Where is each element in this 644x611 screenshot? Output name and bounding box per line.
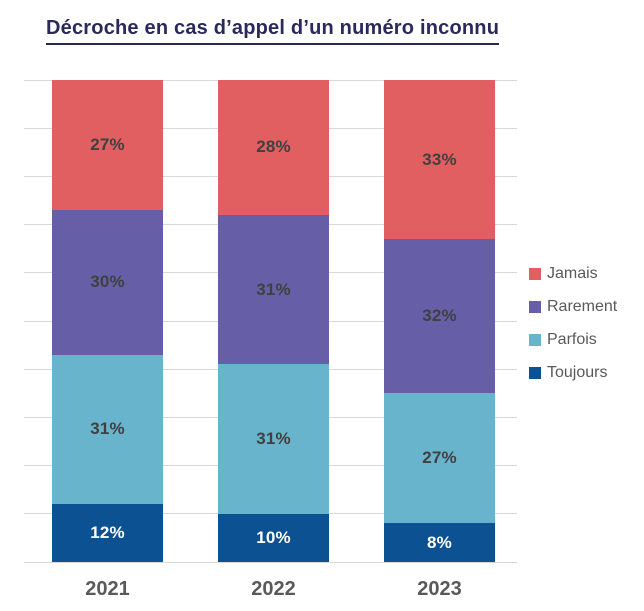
bar-segment-jamais-2023: 33% — [384, 80, 495, 240]
bar-2022: 28% 31% 31% 10% — [218, 80, 329, 562]
segment-value-label: 31% — [90, 419, 125, 439]
segment-value-label: 12% — [90, 523, 125, 543]
gridline — [24, 561, 517, 563]
bar-segment-toujours-2022: 10% — [218, 513, 329, 562]
legend-item-parfois: Parfois — [529, 331, 617, 348]
segment-value-label: 10% — [256, 527, 291, 547]
bar-segment-rarement-2022: 31% — [218, 214, 329, 365]
legend-label: Rarement — [547, 298, 618, 315]
legend-label: Toujours — [547, 364, 608, 381]
bar-segment-toujours-2023: 8% — [384, 523, 495, 562]
legend-item-toujours: Toujours — [529, 364, 617, 381]
legend-label: Jamais — [547, 265, 598, 282]
legend-item-rarement: Rarement — [529, 298, 618, 315]
segment-value-label: 27% — [90, 135, 125, 155]
legend-label: Parfois — [547, 331, 597, 348]
segment-value-label: 30% — [90, 272, 125, 292]
legend-swatch-icon — [529, 367, 541, 379]
segment-value-label: 31% — [256, 279, 291, 299]
segment-value-label: 31% — [256, 429, 291, 449]
legend-item-jamais: Jamais — [529, 265, 617, 282]
bar-segment-parfois-2022: 31% — [218, 364, 329, 514]
x-axis-label-2023: 2023 — [417, 578, 462, 600]
x-axis-label-2021: 2021 — [85, 578, 130, 600]
legend-swatch-icon — [529, 301, 541, 313]
segment-value-label: 8% — [427, 532, 452, 552]
segment-value-label: 32% — [422, 306, 457, 326]
legend-swatch-icon — [529, 334, 541, 346]
bar-2021: 27% 30% 31% 12% — [52, 80, 163, 562]
bar-segment-jamais-2022: 28% — [218, 80, 329, 215]
segment-value-label: 28% — [256, 137, 291, 157]
bar-segment-parfois-2021: 31% — [52, 354, 163, 505]
x-axis-label-2022: 2022 — [251, 578, 296, 600]
legend-swatch-icon — [529, 268, 541, 280]
bar-segment-parfois-2023: 27% — [384, 393, 495, 524]
segment-value-label: 33% — [422, 149, 457, 169]
segment-value-label: 27% — [422, 448, 457, 468]
chart-title: Décroche en cas d’appel d’un numéro inco… — [46, 17, 500, 45]
bar-segment-rarement-2023: 32% — [384, 239, 495, 394]
bar-2023: 33% 32% 27% 8% — [384, 80, 495, 562]
bar-segment-toujours-2021: 12% — [52, 504, 163, 562]
bar-segment-rarement-2021: 30% — [52, 210, 163, 355]
bar-segment-jamais-2021: 27% — [52, 80, 163, 211]
plot-area: 27% 30% 31% 12% 28% 31% 31% 10% 33% 32% 27% 8% — [24, 79, 517, 563]
legend: Jamais Rarement Parfois Toujours — [529, 265, 618, 398]
